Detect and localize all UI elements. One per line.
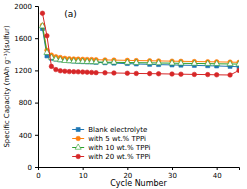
point <box>227 60 233 65</box>
marks <box>39 11 239 77</box>
legend-item: with 5 wt.% TPPi <box>72 135 146 143</box>
legend-item: Blank electrolyte <box>72 126 147 134</box>
tick: 800 <box>19 99 38 107</box>
point <box>76 70 81 75</box>
point <box>205 72 210 77</box>
point <box>71 69 76 74</box>
point <box>169 60 175 65</box>
tick: 0 <box>36 167 40 180</box>
tick: 400 <box>19 132 38 140</box>
point <box>178 60 184 65</box>
point <box>228 73 233 78</box>
legend-symbol <box>76 136 81 141</box>
tick-mark <box>35 167 38 168</box>
point <box>67 69 72 74</box>
point <box>237 68 239 73</box>
point <box>214 60 220 65</box>
legend-label: with 10 wt.% TPPi <box>88 144 150 152</box>
point <box>45 34 50 39</box>
tick-mark <box>35 103 38 104</box>
tick: 0 <box>28 164 38 172</box>
point <box>80 70 85 75</box>
y-axis: 0 400 800 1200 1600 2000 <box>14 3 38 172</box>
line <box>42 13 239 75</box>
point <box>102 59 108 64</box>
point <box>49 64 54 69</box>
point <box>111 59 117 64</box>
legend-symbol <box>75 144 81 149</box>
point <box>112 71 117 76</box>
tick-mark <box>35 38 38 39</box>
tick-mark <box>35 70 38 71</box>
tick-label: 1200 <box>14 67 32 75</box>
point <box>191 60 197 65</box>
tick-label: 400 <box>19 132 32 140</box>
point <box>156 59 162 64</box>
x-axis-title: Cycle Number <box>110 179 167 188</box>
tick-label: 2000 <box>14 3 32 11</box>
series <box>39 23 239 66</box>
legend-symbol <box>76 128 80 132</box>
title: (a) <box>64 9 77 19</box>
y-axis-title: Specific Capacity (mAh g⁻¹)(sulfur) <box>3 25 11 147</box>
point <box>93 59 99 64</box>
legend-label: with 5 wt.% TPPi <box>88 135 146 143</box>
point <box>89 70 94 75</box>
point <box>103 71 108 76</box>
point <box>40 11 45 16</box>
line <box>42 25 239 62</box>
tick-label: 800 <box>19 99 32 107</box>
legend-label: Blank electrolyte <box>88 126 147 134</box>
point <box>236 61 239 66</box>
tick-label: 0 <box>36 172 40 180</box>
point <box>58 69 63 74</box>
line <box>42 26 239 64</box>
tick-label: 1600 <box>14 35 32 43</box>
chart: 0102030400400800120016002000(a)Blank ele… <box>0 0 247 189</box>
legend-symbol <box>76 154 81 159</box>
plot: 0102030400400800120016002000(a)Blank ele… <box>14 3 242 180</box>
point <box>54 67 59 72</box>
tick-label: 10 <box>79 172 88 180</box>
series <box>40 11 239 77</box>
tick-label: 0 <box>28 164 32 172</box>
point <box>124 59 130 64</box>
point <box>94 70 99 75</box>
point <box>179 72 184 77</box>
tick-label: 30 <box>168 172 177 180</box>
legend-item: with 20 wt.% TPPi <box>72 153 150 161</box>
tick-mark <box>172 167 173 170</box>
axis-line <box>39 168 240 171</box>
tick-mark <box>217 167 218 170</box>
point <box>63 69 68 74</box>
point <box>133 59 139 64</box>
axis-line <box>35 7 39 168</box>
tick-mark <box>83 167 84 170</box>
tick-label: 40 <box>213 172 222 180</box>
legend-label: with 20 wt.% TPPi <box>88 153 150 161</box>
tick: 30 <box>168 167 177 180</box>
point <box>147 71 152 76</box>
point <box>85 70 90 75</box>
tick-mark <box>127 167 128 170</box>
point <box>170 72 175 77</box>
point <box>192 72 197 77</box>
point <box>125 71 130 76</box>
tick-mark <box>35 135 38 136</box>
legend: Blank electrolytewith 5 wt.% TPPiwith 10… <box>72 126 150 161</box>
point <box>156 72 161 77</box>
tick-mark <box>35 6 38 7</box>
tick: 1600 <box>14 35 38 43</box>
tick: 2000 <box>14 3 38 11</box>
tick: 40 <box>213 167 222 180</box>
point <box>147 59 153 64</box>
tick: 1200 <box>14 67 38 75</box>
legend-item: with 10 wt.% TPPi <box>72 144 150 152</box>
series <box>40 23 239 65</box>
point <box>214 73 219 78</box>
point <box>205 60 211 65</box>
point <box>134 71 139 76</box>
tick: 10 <box>79 167 88 180</box>
series <box>40 27 239 69</box>
